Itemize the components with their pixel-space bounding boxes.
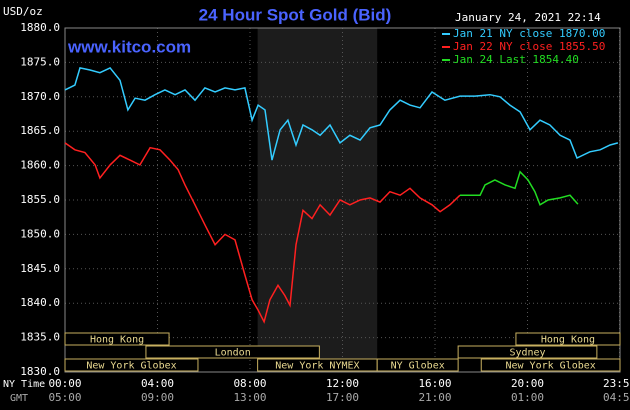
x2-tick-label: 17:00 [326,391,359,404]
session-label: Hong Kong [90,335,144,346]
session-box [376,358,459,372]
session-label: Hong Kong [541,335,595,346]
session-label: New York NYMEX [275,361,359,372]
y-tick-label: 1880.0 [20,21,60,34]
y-tick-label: 1855.0 [20,193,60,206]
session-label: New York Globex [86,361,176,372]
x-tick-label: 00:00 [48,377,81,390]
watermark: www.kitco.com [67,37,191,56]
x2-tick-label: 05:00 [48,391,81,404]
session-label: New York Globex [505,361,595,372]
session-box [145,345,320,359]
x-tick-label: 04:00 [141,377,174,390]
legend-title: January 24, 2021 22:14 [455,11,601,24]
x2-axis-label: GMT [10,393,28,404]
x-tick-label: 23:59 [603,377,630,390]
legend-label: Jan 24 Last 1854.40 [453,53,579,66]
y-axis-label: USD/oz [3,5,43,18]
x2-tick-label: 09:00 [141,391,174,404]
session-box [64,332,170,346]
x-tick-label: 12:00 [326,377,359,390]
chart-title: 24 Hour Spot Gold (Bid) [199,5,392,24]
price-line [64,142,461,324]
session-box [480,358,621,372]
x-tick-label: 16:00 [418,377,451,390]
session-box [457,345,598,359]
session-label: Sydney [509,348,545,359]
x2-tick-label: 01:00 [511,391,544,404]
x2-tick-label: 04:59 [603,391,630,404]
y-tick-label: 1835.0 [20,331,60,344]
plot-frame [64,27,621,373]
y-tick-label: 1830.0 [20,365,60,378]
price-line [460,170,579,206]
session-box [515,332,621,346]
x2-tick-label: 13:00 [233,391,266,404]
y-tick-label: 1875.0 [20,55,60,68]
y-tick-label: 1840.0 [20,296,60,309]
session-label: London [215,348,251,359]
session-label: NY Globex [391,361,445,372]
x-axis-label: NY Time [3,379,45,390]
legend-label: Jan 22 NY close 1855.50 [453,40,605,53]
y-tick-label: 1850.0 [20,227,60,240]
legend-label: Jan 21 NY close 1870.00 [453,27,605,40]
session-box [64,358,199,372]
y-tick-label: 1870.0 [20,90,60,103]
price-line [64,66,619,161]
x-tick-label: 20:00 [511,377,544,390]
y-tick-label: 1845.0 [20,262,60,275]
y-tick-label: 1860.0 [20,159,60,172]
x2-tick-label: 21:00 [418,391,451,404]
x-tick-label: 08:00 [233,377,266,390]
y-tick-label: 1865.0 [20,124,60,137]
plot-layer [64,27,621,373]
